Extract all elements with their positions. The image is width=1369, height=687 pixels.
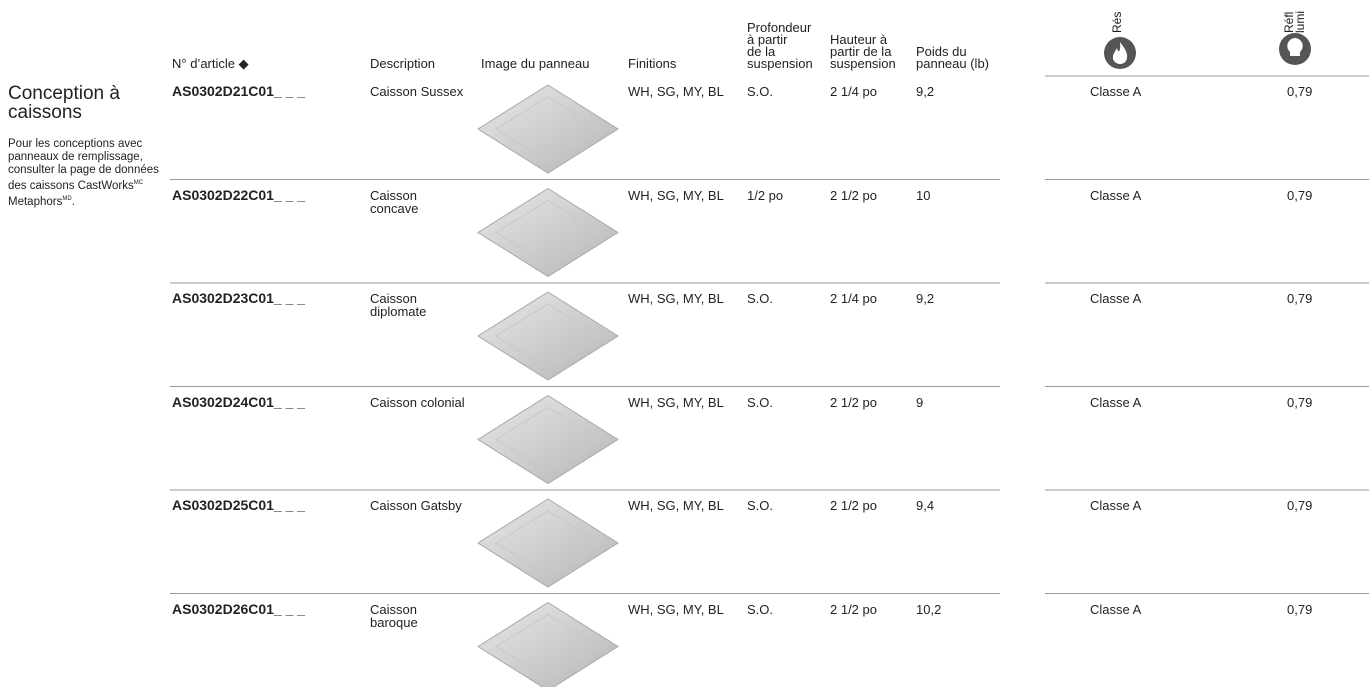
cell: S.O. [747,394,774,410]
cell: AS0302D25C01_ _ _ [172,497,306,513]
cell: 2 1/2 po [830,187,877,203]
cell: WH, SG, MY, BL [628,498,724,513]
note-part: MC [133,180,144,186]
cell: S.O. [747,291,774,306]
panel-detail [495,199,601,266]
cell: 2 1/4 po [830,84,877,99]
panel-detail [495,613,601,680]
column-header: Hauteur à partir de la suspension [830,32,896,71]
cell: S.O. [747,498,774,513]
cell: Caisson diplomate [370,291,427,319]
panel-detail [495,96,601,162]
panel-detail [495,510,601,576]
cell: 0,79 [1287,291,1313,306]
cell: 2 1/2 po [830,394,877,410]
cell: AS0302D23C01_ _ _ [172,290,306,306]
cell: AS0302D21C01_ _ _ [172,83,306,99]
cell: AS0302D26C01_ _ _ [172,600,306,617]
cell: 2 1/2 po [830,498,877,513]
cell: WH, SG, MY, BL [628,601,724,617]
cell: 0,79 [1287,394,1313,410]
column-header: Rés [1110,11,1124,33]
cell: 10,2 [916,601,942,617]
cell: 9 [916,394,924,410]
cell: Caisson colonial [370,394,465,410]
cell: WH, SG, MY, BL [628,394,724,410]
column-header: Finitions [628,56,677,71]
panel-image [477,291,619,381]
cell: Classe A [1090,394,1142,410]
cell: WH, SG, MY, BL [628,291,724,306]
cell: 2 1/2 po [830,601,877,617]
cell: Classe A [1090,291,1142,306]
cell: Caisson baroque [370,601,418,630]
panel-detail [495,406,601,473]
cell: WH, SG, MY, BL [628,84,724,99]
cell: 0,79 [1287,84,1313,99]
cell: Caisson Sussex [370,84,464,99]
panel-image [477,601,619,687]
note-part: Metaphors [8,195,63,208]
cell: Classe A [1090,601,1142,617]
cell: 2 1/4 po [830,291,877,306]
column-header: Poids du panneau (lb) [916,44,989,71]
panel-detail [495,303,601,369]
note-part: MD [62,195,72,202]
cell: 9,2 [916,84,935,99]
section-title: Conception à caissons [8,83,120,123]
cell: S.O. [747,84,774,99]
note-part: . [71,195,75,208]
cell: AS0302D24C01_ _ _ [172,393,306,410]
cell: 10 [916,187,931,203]
cell: 0,79 [1287,601,1313,617]
column-header: Réfl lumi [1282,10,1307,33]
cell: 9,2 [916,291,935,306]
note-part: Pour les conceptions avec panneaux de re… [8,138,159,192]
cell: Caisson concave [370,187,419,216]
cell: 1/2 po [747,187,784,203]
panel-image [477,187,619,278]
cell: 0,79 [1287,498,1313,513]
column-header: Image du panneau [481,56,590,71]
cell: Classe A [1090,84,1142,99]
column-header: Description [370,56,436,71]
cell: S.O. [747,601,774,617]
cell: Classe A [1090,498,1142,513]
cell: AS0302D22C01_ _ _ [172,186,306,203]
column-header: N° d’article ◆ [172,56,249,71]
cell: 9,4 [916,498,935,513]
panel-image [477,498,619,588]
column-header: Profondeur à partir de la suspension [747,20,813,71]
cell: 0,79 [1287,187,1313,203]
panel-image [477,84,619,174]
cell: WH, SG, MY, BL [628,187,724,203]
section-note: Pour les conceptions avec panneaux de re… [8,138,178,209]
cell: Caisson Gatsby [370,498,462,513]
cell: Classe A [1090,187,1142,203]
panel-image [477,394,619,485]
